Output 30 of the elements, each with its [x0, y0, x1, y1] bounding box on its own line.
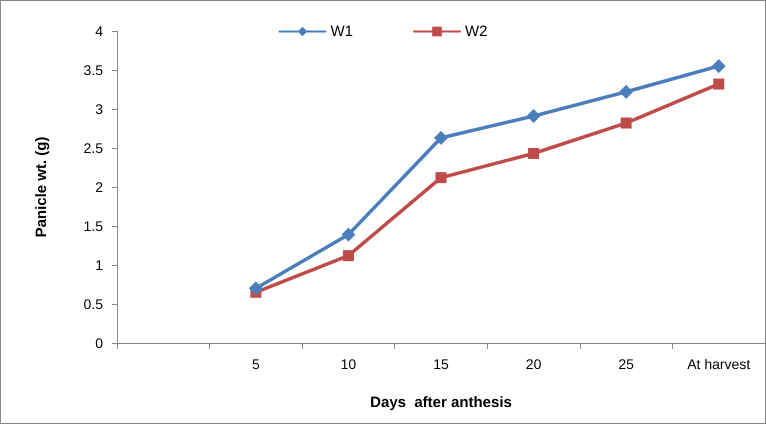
y-axis-title: Panicle wt. (g) — [33, 136, 50, 238]
x-tick-label: At harvest — [687, 356, 750, 372]
point — [436, 172, 446, 184]
y-tick-label: 4 — [95, 23, 104, 39]
x-tick-label: 10 — [340, 356, 356, 372]
y-tick-label: 3.5 — [84, 62, 104, 78]
x-tick-label: 20 — [526, 356, 542, 372]
y-tick-label: 0.5 — [84, 296, 104, 312]
legend-label: W2 — [465, 23, 488, 40]
y-tick-label: 1.5 — [84, 218, 104, 234]
point — [342, 250, 354, 262]
y-tick-label: 1 — [95, 257, 104, 273]
legend-label: W1 — [330, 23, 353, 40]
y-tick-label: 2 — [95, 179, 104, 195]
point — [712, 59, 726, 74]
point — [341, 228, 356, 242]
x-axis-title: Days after anthesis — [370, 394, 512, 411]
point — [526, 109, 541, 124]
point — [619, 84, 634, 99]
x-tick-label: 25 — [618, 356, 634, 372]
point — [713, 78, 724, 90]
x-tick-label: 15 — [433, 356, 449, 372]
point — [620, 118, 632, 129]
y-tick-label: 2.5 — [84, 140, 104, 156]
point — [434, 130, 448, 145]
y-tick-label: 3 — [95, 101, 104, 117]
y-tick-label: 0 — [95, 335, 104, 351]
point — [528, 148, 540, 159]
x-tick-label: 5 — [252, 356, 260, 372]
point — [248, 281, 263, 296]
